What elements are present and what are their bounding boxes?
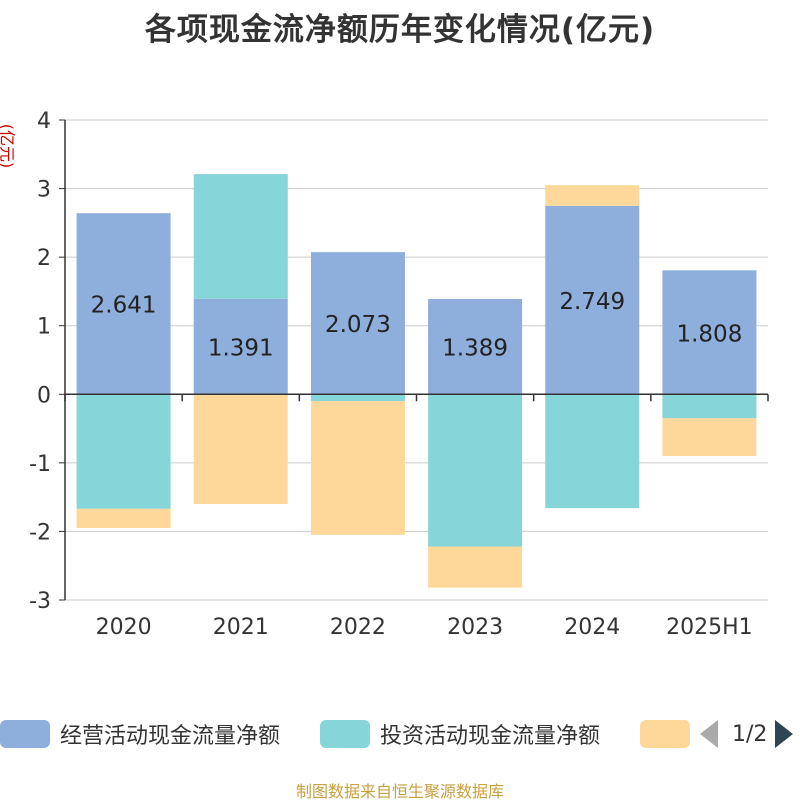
bar-investing-2021 xyxy=(193,174,288,299)
x-tick-label: 2022 xyxy=(330,615,386,640)
bar-financing-2022 xyxy=(310,401,405,535)
legend-page-indicator: 1/2 xyxy=(732,721,768,747)
y-tick-label: 1 xyxy=(37,315,51,340)
legend-item-operating[interactable]: 经营活动现金流量净额 xyxy=(0,716,280,752)
legend-prev-arrow-icon[interactable] xyxy=(700,720,718,748)
bar-investing-2020 xyxy=(76,394,171,509)
data-label-2025H1: 1.808 xyxy=(676,321,742,347)
data-source-note: 制图数据来自恒生聚源数据库 xyxy=(295,782,504,801)
legend-swatch-operating xyxy=(0,720,50,748)
chart-canvas: 4 3 2 1 0 -1 -2 -3 2.641 1.391 2.073 1.389 2.749 1.80… xyxy=(29,109,769,640)
bar-operating-2022 xyxy=(310,252,405,395)
legend: 经营活动现金流量净额 投资活动现金流量净额 xyxy=(0,716,800,752)
bar-financing-2025H1 xyxy=(662,418,757,456)
x-tick-label: 2025H1 xyxy=(666,615,753,640)
y-tick-label: -1 xyxy=(29,452,51,477)
data-label-2021: 1.391 xyxy=(208,336,274,362)
data-label-2024: 2.749 xyxy=(559,289,625,315)
bar-investing-2022 xyxy=(310,394,405,402)
y-tick-label: -3 xyxy=(29,589,51,614)
y-tick-label: 4 xyxy=(37,109,51,134)
data-label-2022: 2.073 xyxy=(325,312,391,338)
x-tick-label: 2021 xyxy=(213,615,269,640)
legend-pager: 1/2 xyxy=(700,716,794,752)
bar-operating-2021 xyxy=(193,298,288,395)
legend-item-investing[interactable]: 投资活动现金流量净额 xyxy=(320,716,600,752)
bar-operating-2020 xyxy=(76,213,171,395)
legend-swatch-financing xyxy=(640,720,690,748)
y-tick-label: 0 xyxy=(37,383,51,408)
x-tick-label: 2023 xyxy=(447,615,503,640)
chart-title: 各项现金流净额历年变化情况(亿元) xyxy=(144,12,656,48)
legend-swatch-investing xyxy=(320,720,370,748)
y-tick-label: 3 xyxy=(37,178,51,203)
legend-label-operating: 经营活动现金流量净额 xyxy=(60,724,281,749)
bar-financing-2023 xyxy=(428,546,523,588)
x-tick-label: 2024 xyxy=(564,615,620,640)
legend-label-investing: 投资活动现金流量净额 xyxy=(380,724,601,749)
bar-operating-2025H1 xyxy=(662,270,757,395)
bar-investing-2024 xyxy=(545,394,640,509)
bar-investing-2023 xyxy=(428,394,523,547)
bar-operating-2024 xyxy=(545,205,640,395)
y-tick-label: 2 xyxy=(37,246,51,271)
bar-financing-2021 xyxy=(193,394,288,504)
bar-investing-2025H1 xyxy=(662,394,757,419)
data-label-2023: 1.389 xyxy=(442,336,508,362)
bar-financing-2024 xyxy=(545,185,640,206)
y-tick-label: -2 xyxy=(29,520,51,545)
legend-next-arrow-icon[interactable] xyxy=(775,720,794,748)
data-label-2020: 2.641 xyxy=(91,293,157,319)
bar-financing-2020 xyxy=(76,508,171,528)
x-tick-label: 2020 xyxy=(96,615,152,640)
bar-operating-2023 xyxy=(428,299,523,395)
legend-item-financing[interactable] xyxy=(640,716,690,752)
